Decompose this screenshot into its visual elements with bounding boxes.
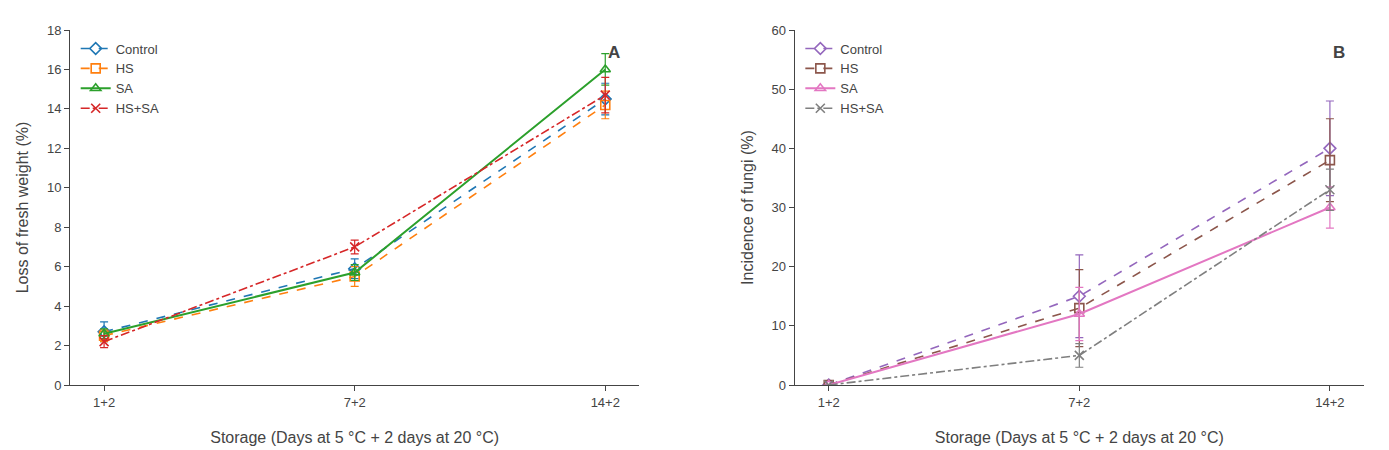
- svg-text:HS+SA: HS+SA: [840, 101, 883, 116]
- svg-text:14+2: 14+2: [591, 395, 620, 410]
- svg-text:B: B: [1333, 43, 1345, 62]
- svg-text:0: 0: [54, 378, 61, 393]
- svg-text:HS: HS: [116, 61, 134, 76]
- svg-text:2: 2: [54, 338, 61, 353]
- svg-text:HS+SA: HS+SA: [116, 101, 159, 116]
- svg-text:1+2: 1+2: [818, 395, 840, 410]
- svg-text:16: 16: [47, 62, 61, 77]
- svg-text:40: 40: [772, 141, 786, 156]
- svg-text:20: 20: [772, 259, 786, 274]
- svg-text:10: 10: [772, 318, 786, 333]
- svg-text:60: 60: [772, 23, 786, 38]
- svg-text:7+2: 7+2: [1068, 395, 1090, 410]
- svg-text:12: 12: [47, 141, 61, 156]
- svg-text:30: 30: [772, 200, 786, 215]
- svg-text:Storage (Days at 5 °C + 2 days: Storage (Days at 5 °C + 2 days at 20 °C): [935, 429, 1224, 446]
- svg-text:Incidence of fungi (%): Incidence of fungi (%): [739, 130, 756, 285]
- svg-text:8: 8: [54, 220, 61, 235]
- svg-text:Storage (Days at 5 °C + 2 days: Storage (Days at 5 °C + 2 days at 20 °C): [210, 429, 499, 446]
- svg-text:4: 4: [54, 299, 61, 314]
- svg-text:7+2: 7+2: [344, 395, 366, 410]
- svg-text:SA: SA: [840, 81, 858, 96]
- svg-text:18: 18: [47, 23, 61, 38]
- svg-text:HS: HS: [840, 61, 858, 76]
- svg-text:1+2: 1+2: [93, 395, 115, 410]
- svg-text:50: 50: [772, 82, 786, 97]
- svg-text:0: 0: [779, 378, 786, 393]
- svg-text:6: 6: [54, 259, 61, 274]
- svg-text:14+2: 14+2: [1315, 395, 1344, 410]
- svg-text:10: 10: [47, 180, 61, 195]
- svg-text:Control: Control: [840, 42, 882, 57]
- svg-text:SA: SA: [116, 81, 134, 96]
- svg-text:Control: Control: [116, 42, 158, 57]
- svg-text:A: A: [608, 43, 620, 62]
- svg-text:Loss of fresh weight (%): Loss of fresh weight (%): [14, 122, 31, 294]
- svg-text:14: 14: [47, 101, 61, 116]
